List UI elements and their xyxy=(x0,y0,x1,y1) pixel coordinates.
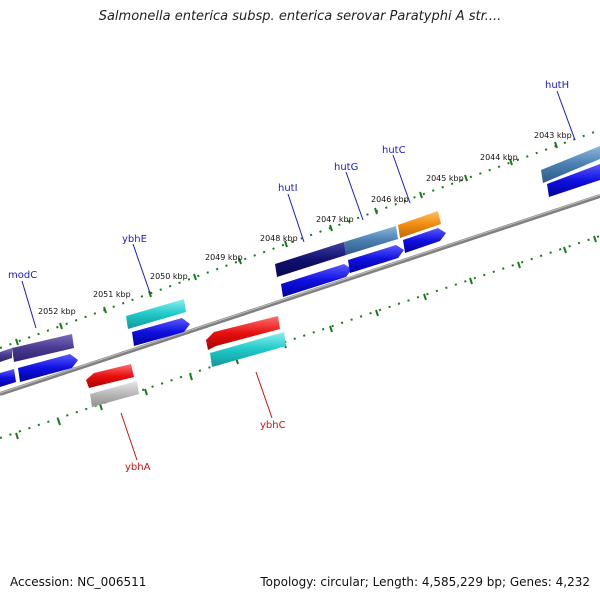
forward-arrow-5[interactable] xyxy=(348,245,404,273)
cds-hutG-block[interactable] xyxy=(344,226,398,255)
cds-ybhA-block[interactable] xyxy=(90,381,139,407)
gene-label-hutC[interactable]: hutC xyxy=(382,145,406,156)
genome-backbone xyxy=(0,194,600,396)
forward-tick-track xyxy=(0,129,600,349)
cds-ybhC-block[interactable] xyxy=(210,332,286,367)
kbp-label-2046: 2046 kbp xyxy=(371,195,409,204)
reverse-cds-row xyxy=(86,316,286,407)
kbp-label-2049: 2049 kbp xyxy=(205,253,243,262)
gene-label-hutH[interactable]: hutH xyxy=(545,80,569,91)
kbp-label-2044: 2044 kbp xyxy=(480,153,518,162)
gene-label-hutG[interactable]: hutG xyxy=(334,162,358,173)
cds-ybhC-arrow[interactable] xyxy=(206,316,280,350)
forward-arrow-1[interactable] xyxy=(0,369,16,387)
cds-ybhA-arrow[interactable] xyxy=(86,364,134,388)
topology-text: Topology: circular; Length: 4,585,229 bp… xyxy=(260,575,590,589)
gene-label-ybhC[interactable]: ybhC xyxy=(260,420,286,431)
cds-hutC-block[interactable] xyxy=(398,211,441,238)
kbp-label-2051: 2051 kbp xyxy=(93,290,131,299)
kbp-label-2047: 2047 kbp xyxy=(316,215,354,224)
gene-label-hutI[interactable]: hutI xyxy=(278,183,298,194)
forward-arrow-7[interactable] xyxy=(547,164,600,197)
forward-cds-arrows xyxy=(0,164,600,387)
forward-arrow-2[interactable] xyxy=(18,354,78,382)
kbp-label-2045: 2045 kbp xyxy=(426,174,464,183)
cds-hutI-block[interactable] xyxy=(275,242,346,277)
reverse-label-leaders xyxy=(120,371,273,461)
forward-arrow-3[interactable] xyxy=(132,318,190,346)
genome-backbone-highlight xyxy=(0,194,600,394)
kbp-label-2050: 2050 kbp xyxy=(150,272,188,281)
forward-annotation-row xyxy=(0,146,600,362)
accession-text: Accession: NC_006511 xyxy=(10,575,147,589)
cds-modC-block-main[interactable] xyxy=(12,334,74,362)
forward-major-ticks xyxy=(15,141,558,346)
cds-modC-block[interactable] xyxy=(0,348,12,362)
kbp-label-2048: 2048 kbp xyxy=(260,234,298,243)
genome-title: Salmonella enterica subsp. enterica sero… xyxy=(98,9,502,24)
cds-hutH-block[interactable] xyxy=(541,146,600,183)
cds-ybhE-block[interactable] xyxy=(126,299,186,329)
forward-arrow-4[interactable] xyxy=(281,264,352,297)
gene-label-modC[interactable]: modC xyxy=(8,270,37,281)
kbp-label-2043: 2043 kbp xyxy=(534,131,572,140)
gene-label-ybhE[interactable]: ybhE xyxy=(122,234,147,245)
kbp-label-2052: 2052 kbp xyxy=(38,307,76,316)
forward-arrow-6[interactable] xyxy=(403,228,446,253)
gene-label-ybhA[interactable]: ybhA xyxy=(125,462,151,473)
forward-label-leaders xyxy=(21,90,576,329)
